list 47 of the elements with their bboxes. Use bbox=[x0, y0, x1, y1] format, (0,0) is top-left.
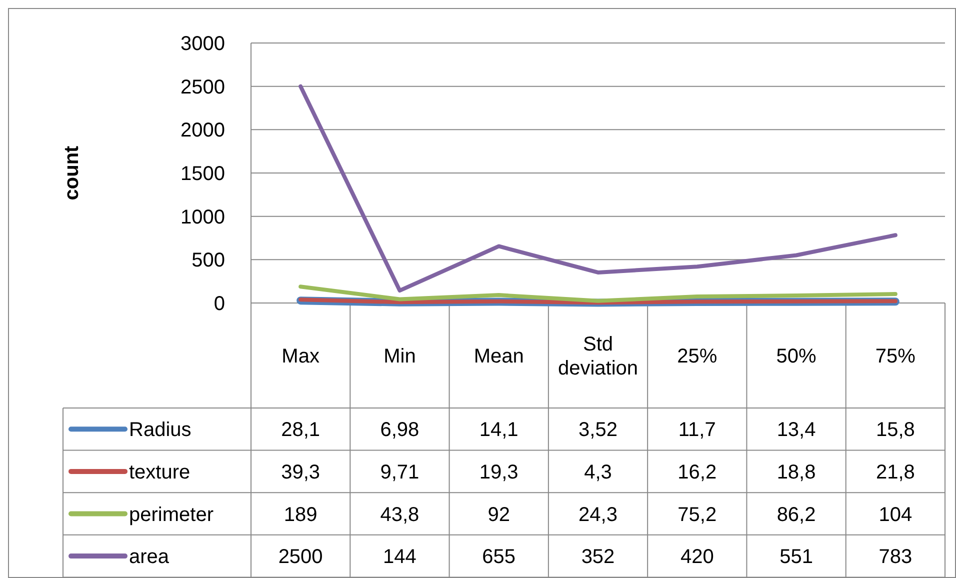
x-tick-label: Mean bbox=[474, 346, 524, 368]
data-label: 2500 bbox=[278, 546, 323, 568]
data-label: 4,3 bbox=[584, 461, 612, 484]
y-tick-label: 3000 bbox=[180, 33, 225, 55]
data-label: 11,7 bbox=[678, 419, 716, 442]
data-label: 144 bbox=[383, 546, 416, 568]
y-axis-title: count bbox=[61, 145, 83, 200]
y-tick-label: 1000 bbox=[180, 206, 225, 228]
data-label: 24,3 bbox=[578, 504, 618, 526]
legend-label: perimeter bbox=[129, 504, 214, 526]
x-tick-label: 50% bbox=[776, 346, 817, 368]
data-label: 9,71 bbox=[380, 461, 420, 484]
data-label: 21,8 bbox=[876, 461, 915, 484]
legend-label: area bbox=[129, 546, 170, 568]
data-label: 104 bbox=[878, 504, 912, 526]
y-tick-label: 1500 bbox=[180, 163, 225, 185]
y-tick-label: 500 bbox=[192, 250, 225, 272]
data-label: 28,1 bbox=[281, 419, 320, 442]
x-tick-label: Std deviation bbox=[558, 334, 638, 380]
data-label: 15,8 bbox=[876, 419, 915, 442]
data-label: 13,4 bbox=[776, 419, 816, 442]
data-label: 16,2 bbox=[678, 461, 717, 484]
y-tick-label: 0 bbox=[214, 293, 225, 315]
legend-label: Radius bbox=[129, 419, 192, 442]
data-label: 655 bbox=[482, 546, 516, 568]
legend-label: texture bbox=[129, 461, 190, 484]
data-label: 6,98 bbox=[380, 419, 420, 442]
x-tick-label: 25% bbox=[677, 346, 718, 368]
data-label: 75,2 bbox=[678, 504, 717, 526]
x-tick-label: Min bbox=[384, 346, 416, 368]
x-tick-label: Max bbox=[282, 346, 320, 368]
data-label: 39,3 bbox=[281, 461, 320, 484]
data-label: 43,8 bbox=[380, 504, 420, 526]
data-label: 3,52 bbox=[578, 419, 618, 442]
data-label: 189 bbox=[284, 504, 318, 526]
data-label: 14,1 bbox=[479, 419, 518, 442]
data-label: 86,2 bbox=[776, 504, 816, 526]
data-label: 551 bbox=[780, 546, 813, 568]
data-label: 352 bbox=[581, 546, 615, 568]
y-tick-label: 2500 bbox=[180, 76, 225, 98]
y-tick-label: 2000 bbox=[180, 120, 225, 142]
data-label: 420 bbox=[680, 546, 714, 568]
data-label: 783 bbox=[878, 546, 912, 568]
x-tick-label: 75% bbox=[875, 346, 916, 368]
data-label: 18,8 bbox=[776, 461, 816, 484]
data-label: 92 bbox=[488, 504, 510, 526]
data-label: 19,3 bbox=[479, 461, 518, 484]
